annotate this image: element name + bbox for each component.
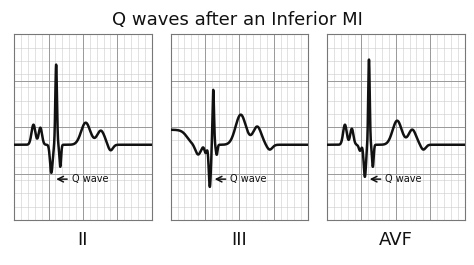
Text: III: III [231, 231, 247, 249]
Text: II: II [78, 231, 88, 249]
Text: Q waves after an Inferior MI: Q waves after an Inferior MI [111, 11, 363, 29]
Text: Q wave: Q wave [230, 174, 267, 184]
Text: Q wave: Q wave [385, 174, 422, 184]
Text: AVF: AVF [379, 231, 413, 249]
Text: Q wave: Q wave [72, 174, 109, 184]
